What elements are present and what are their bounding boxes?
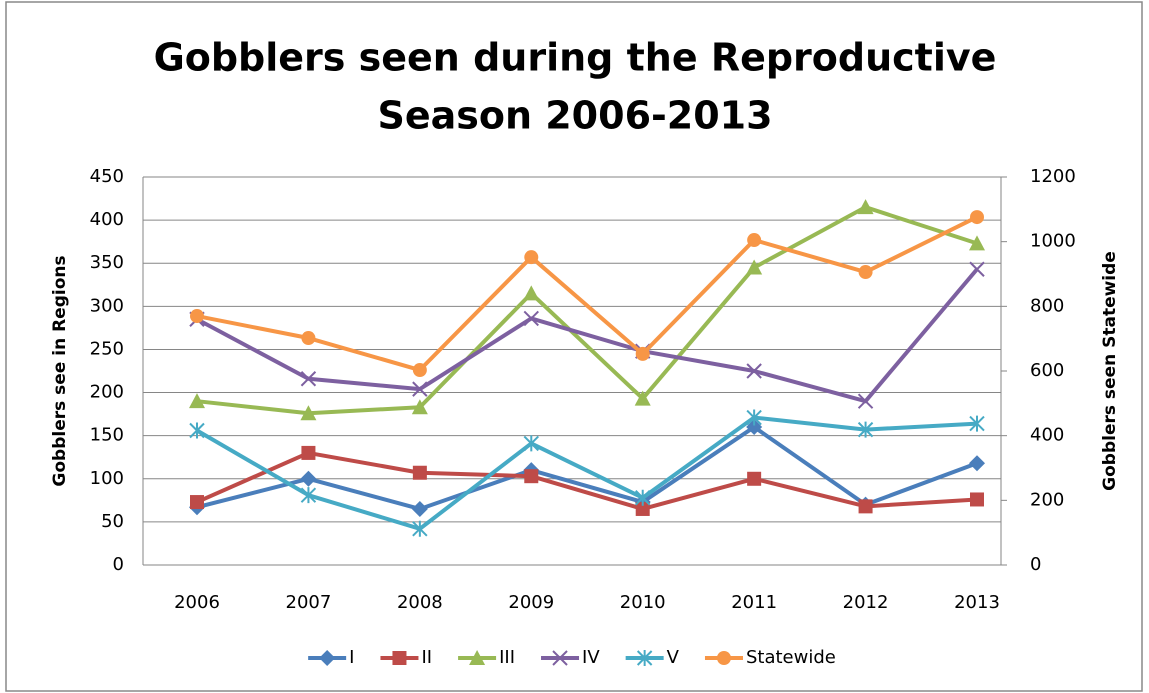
marker [190,309,204,324]
marker [412,465,427,480]
chart-frame [5,1,1143,692]
y-tick-label: 100 [90,468,124,489]
marker [969,235,985,251]
marker [189,422,205,439]
marker [746,419,763,436]
y-tick-label: 450 [90,166,124,187]
y2-tick-label: 200 [1030,489,1064,510]
marker [635,346,650,361]
y-tick-label: 400 [90,209,124,230]
y-tick-label: 300 [90,295,124,316]
legend-label: IV [582,647,600,668]
legend-label: I [349,647,354,668]
marker [523,435,539,452]
y-tick-label: 0 [113,554,124,575]
marker [969,415,985,432]
marker [970,492,984,507]
series-line [196,450,978,511]
marker [411,500,428,517]
marker [634,390,651,406]
marker [858,265,873,280]
marker [319,650,336,666]
marker [301,445,316,460]
y-tick-label: 200 [90,382,124,403]
marker [636,650,653,666]
y2-tick-label: 0 [1030,554,1041,575]
y2-tick-label: 1000 [1030,231,1076,252]
y-tick-label: 250 [90,338,124,359]
marker [524,469,539,484]
marker [300,371,317,387]
marker [523,310,539,327]
y2-tick-label: 1200 [1030,166,1076,187]
marker [857,421,874,438]
series-line [195,415,978,531]
legend: I II III IV V Statewide [308,647,836,668]
marker [747,233,762,248]
marker [412,363,427,378]
y-axis-title: Gobblers see in Regions [50,255,70,486]
marker [969,261,985,277]
marker [412,381,428,397]
marker [189,393,205,409]
marker [190,495,204,510]
x-tick-label: 2006 [174,592,220,613]
chart-title: Season 2006-2013 [377,94,772,138]
legend-label: V [667,647,680,668]
marker [969,455,985,472]
marker [857,393,874,409]
marker [635,489,651,506]
y2-tick-label: 600 [1030,360,1064,381]
chart-title: Gobblers seen during the Reproductive [154,36,997,80]
marker [857,199,874,215]
x-tick-label: 2013 [954,592,1000,613]
marker [552,650,568,666]
series-line [196,267,979,404]
y2-tick-label: 800 [1030,295,1064,316]
marker [746,259,763,275]
marker [858,499,873,514]
marker [392,651,407,665]
y2-axis-title: Gobblers seen Statewide [1100,251,1120,491]
marker [301,331,316,346]
marker [300,487,317,504]
legend-label: III [499,647,515,668]
marker [747,471,762,486]
marker [412,520,428,537]
y-tick-label: 350 [90,252,124,273]
legend-label: Statewide [746,647,836,668]
x-tick-label: 2007 [286,592,332,613]
marker [300,470,317,487]
marker [746,409,762,426]
series-line [196,205,978,416]
legend-label: II [421,647,432,668]
series-line [196,425,978,511]
marker [524,250,539,265]
x-tick-label: 2009 [508,592,554,613]
y-tick-label: 50 [101,511,124,532]
marker [970,210,984,225]
x-tick-label: 2010 [620,592,666,613]
x-tick-label: 2011 [731,592,777,613]
marker [469,650,486,665]
marker [716,651,731,665]
marker [411,399,428,415]
x-tick-label: 2008 [397,592,443,613]
x-tick-label: 2012 [843,592,889,613]
marker [523,285,540,301]
y2-tick-label: 400 [1030,425,1064,446]
y-tick-label: 150 [90,425,124,446]
marker [300,405,317,421]
series-line [196,215,978,373]
marker [635,501,650,516]
marker [746,363,762,379]
